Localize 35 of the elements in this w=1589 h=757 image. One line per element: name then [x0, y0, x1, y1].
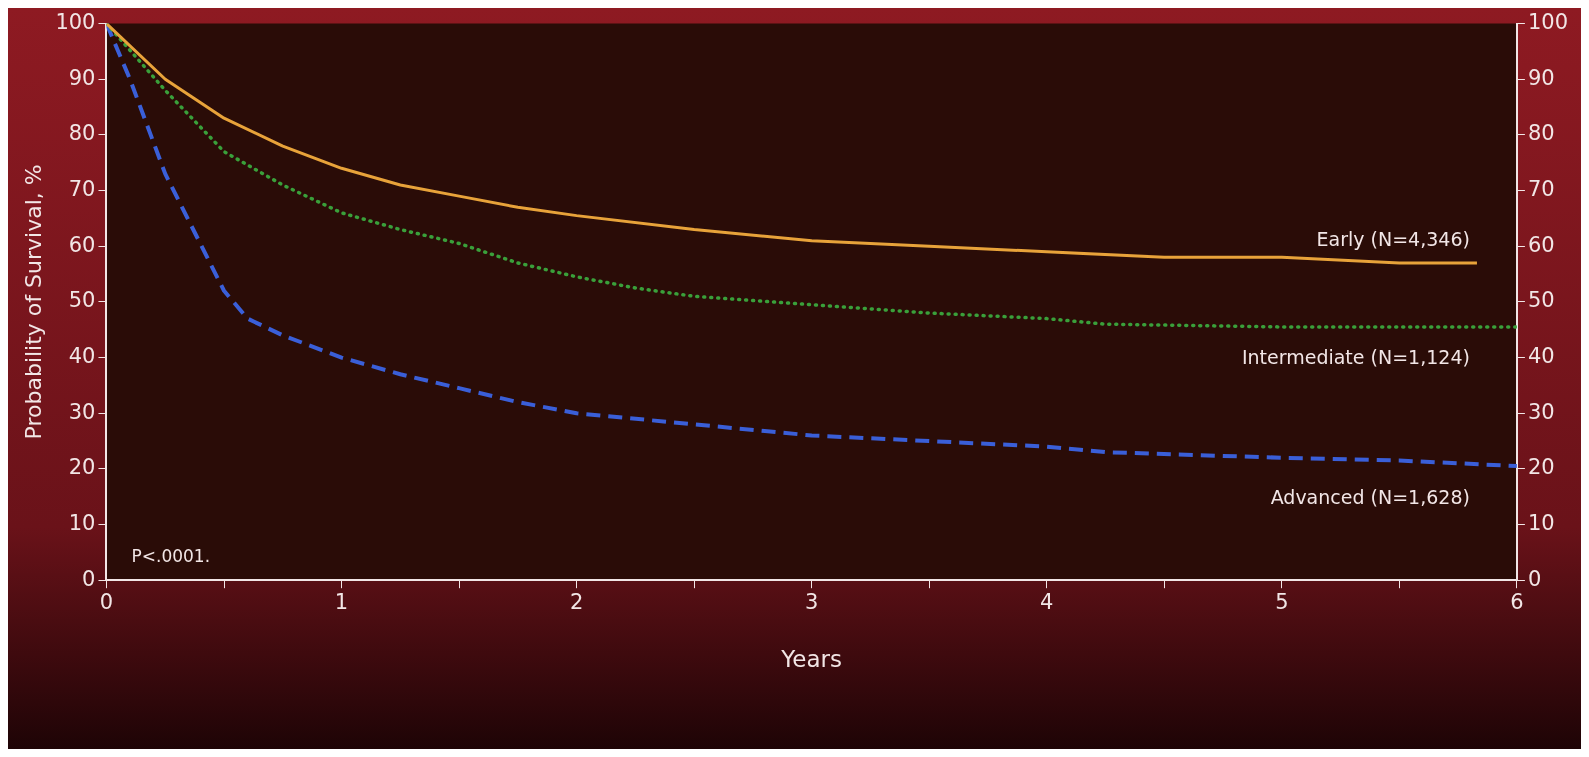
y-tick-label: 20 [68, 455, 96, 480]
y2-tick-label: 40 [1527, 344, 1555, 369]
y2-tick-label: 90 [1527, 65, 1555, 90]
x-tick-label: 6 [1510, 590, 1524, 615]
x-tick-label: 0 [99, 590, 114, 615]
x-tick-label: 3 [805, 590, 819, 615]
y2-tick-label: 10 [1527, 510, 1555, 535]
y-tick-label: 30 [68, 399, 96, 424]
y-tick-label: 100 [55, 10, 96, 35]
y2-tick-label: 30 [1527, 399, 1555, 424]
x-tick-label: 5 [1275, 590, 1289, 615]
series-label: Advanced (N=1,628) [1270, 485, 1470, 508]
y2-tick-label: 70 [1527, 177, 1555, 202]
y2-tick-label: 60 [1527, 232, 1555, 257]
y2-tick-label: 50 [1527, 288, 1555, 313]
y-tick-label: 0 [82, 566, 96, 591]
y-tick-label: 80 [68, 121, 96, 146]
y-tick-label: 40 [68, 344, 96, 369]
annotation: P<.0001. [131, 546, 211, 567]
y2-tick-label: 100 [1527, 10, 1569, 35]
y2-tick-label: 0 [1527, 566, 1542, 591]
y2-tick-label: 80 [1527, 121, 1555, 146]
y-tick-label: 90 [68, 65, 96, 90]
x-tick-label: 2 [569, 590, 584, 615]
x-tick-label: 4 [1040, 590, 1054, 615]
x-axis-title: Years [780, 646, 843, 673]
y2-tick-label: 20 [1527, 455, 1555, 480]
y-axis-title: Probability of Survival, % [20, 164, 46, 440]
series-label: Early (N=4,346) [1316, 228, 1470, 251]
x-tick-label: 1 [334, 590, 349, 615]
y-tick-label: 70 [68, 177, 96, 202]
y-tick-label: 50 [68, 288, 96, 313]
y-tick-label: 10 [68, 510, 96, 535]
series-label: Intermediate (N=1,124) [1241, 346, 1470, 369]
y-tick-label: 60 [68, 232, 96, 257]
